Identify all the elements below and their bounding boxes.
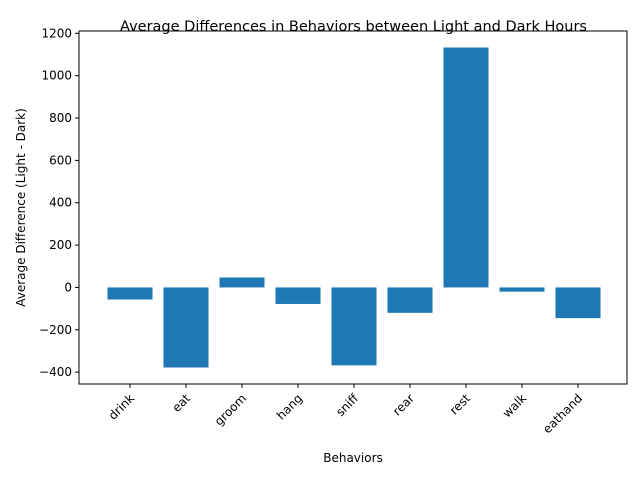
x-axis-label: Behaviors <box>323 451 383 465</box>
y-tick-label: 400 <box>49 196 72 210</box>
y-tick-label: −400 <box>39 365 72 379</box>
bar-drink <box>107 287 153 300</box>
bar-walk <box>499 287 545 292</box>
bar-rest <box>443 47 489 288</box>
y-tick-label: −200 <box>39 323 72 337</box>
y-tick-label: 800 <box>49 111 72 125</box>
bars-group <box>107 47 601 368</box>
y-tick-label: 1000 <box>41 69 72 83</box>
y-tick-label: 600 <box>49 153 72 167</box>
y-axis-ticks: −400 −200 0 200 400 600 800 1000 1200 <box>39 26 79 379</box>
bar-hang <box>275 287 321 304</box>
bar-sniff <box>331 287 377 366</box>
chart-title: Average Differences in Behaviors between… <box>120 19 587 35</box>
y-tick-label: 1200 <box>41 26 72 40</box>
y-tick-label: 200 <box>49 238 72 252</box>
bar-eat <box>163 287 209 368</box>
y-axis-label: Average Difference (Light - Dark) <box>14 108 28 307</box>
bar-groom <box>219 277 265 288</box>
y-tick-label: 0 <box>64 280 72 294</box>
axes-frame <box>78 30 628 385</box>
bar-rear <box>387 287 433 313</box>
bar-eathand <box>555 287 601 319</box>
